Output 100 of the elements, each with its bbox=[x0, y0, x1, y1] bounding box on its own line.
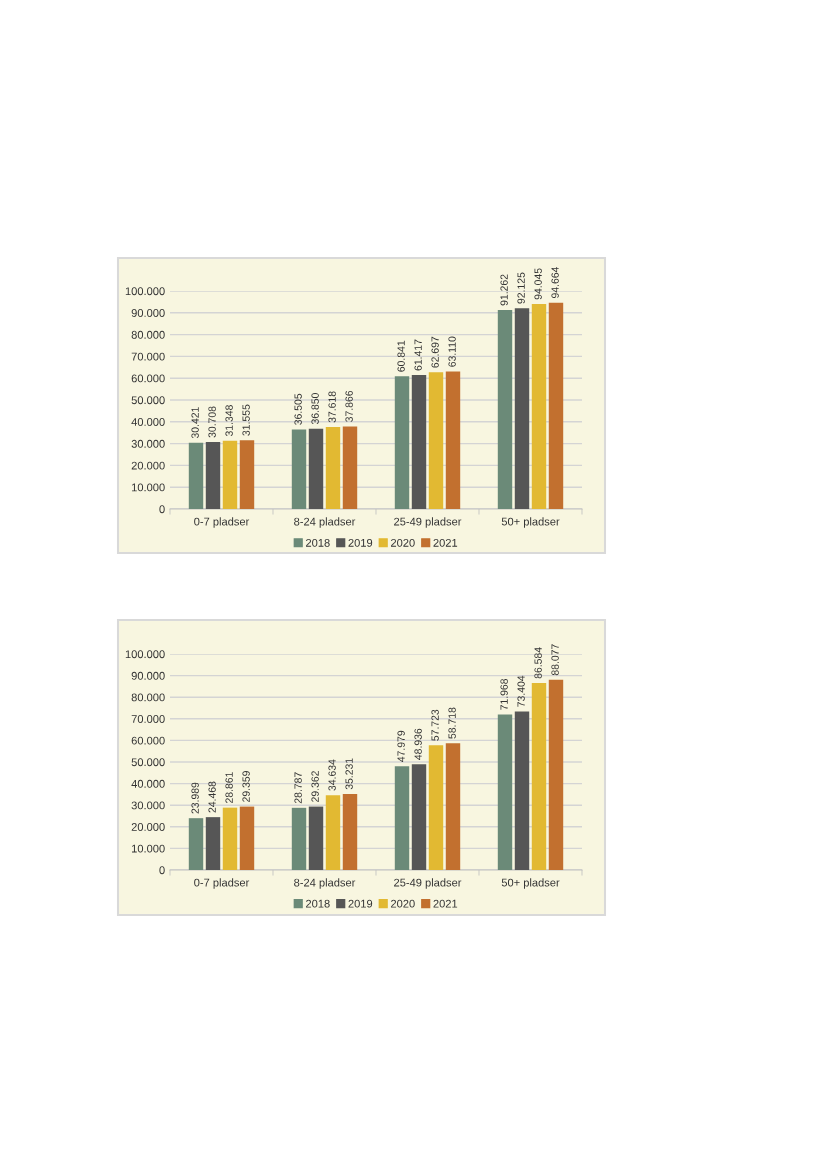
y-tick-label: 40.000 bbox=[131, 779, 165, 788]
data-label: 37.618 bbox=[328, 391, 336, 423]
bar bbox=[514, 308, 530, 509]
y-tick-label: 20.000 bbox=[131, 461, 165, 470]
bar bbox=[222, 807, 238, 870]
data-label: 48.936 bbox=[414, 728, 422, 760]
data-label: 88.077 bbox=[551, 644, 559, 676]
data-label: 73.404 bbox=[517, 675, 525, 707]
data-label: 91.262 bbox=[500, 274, 508, 306]
bar bbox=[428, 372, 444, 509]
bar bbox=[308, 806, 324, 870]
bar bbox=[291, 429, 307, 509]
y-tick-label: 70.000 bbox=[131, 352, 165, 361]
bar bbox=[411, 764, 427, 870]
data-label: 28.787 bbox=[294, 772, 302, 804]
x-tick-label: 25-49 pladser bbox=[394, 517, 462, 528]
y-tick-label: 100.000 bbox=[125, 287, 165, 296]
bar bbox=[342, 793, 358, 870]
data-label: 58.718 bbox=[448, 707, 456, 739]
bar bbox=[497, 310, 513, 509]
bar bbox=[445, 371, 461, 509]
x-tick-label: 8-24 pladser bbox=[294, 878, 356, 889]
data-label: 36.850 bbox=[311, 393, 319, 425]
y-tick-label: 20.000 bbox=[131, 823, 165, 831]
bar bbox=[548, 679, 564, 870]
y-tick-label: 50.000 bbox=[131, 758, 165, 767]
data-label: 94.045 bbox=[534, 268, 542, 300]
bar bbox=[205, 817, 221, 870]
bar bbox=[222, 440, 238, 509]
bar bbox=[548, 302, 564, 509]
bar bbox=[394, 376, 410, 509]
data-label: 28.861 bbox=[225, 772, 233, 803]
data-label: 29.362 bbox=[311, 771, 319, 802]
data-label: 60.841 bbox=[397, 340, 405, 372]
bar bbox=[205, 442, 221, 509]
bar bbox=[531, 682, 547, 870]
bar bbox=[497, 714, 513, 870]
data-label: 30.708 bbox=[208, 406, 216, 438]
bar bbox=[445, 743, 461, 870]
bar bbox=[394, 766, 410, 870]
x-tick-label: 8-24 pladser bbox=[294, 517, 356, 528]
bar bbox=[188, 442, 204, 509]
data-label: 63.110 bbox=[448, 336, 456, 367]
y-tick-label: 80.000 bbox=[131, 693, 165, 702]
bar bbox=[325, 795, 341, 870]
legend-label: 2020 bbox=[391, 899, 415, 908]
data-label: 37.866 bbox=[345, 390, 353, 422]
x-tick-label: 50+ pladser bbox=[501, 517, 560, 528]
legend-label: 2019 bbox=[348, 899, 373, 908]
data-label: 34.634 bbox=[328, 759, 336, 791]
data-label: 57.723 bbox=[431, 709, 439, 741]
data-label: 92.125 bbox=[517, 272, 525, 304]
data-label: 24.468 bbox=[208, 781, 216, 813]
bar bbox=[188, 818, 204, 870]
bar bbox=[411, 375, 427, 509]
data-label: 86.584 bbox=[534, 647, 542, 679]
data-label: 31.348 bbox=[225, 405, 233, 437]
y-tick-label: 100.000 bbox=[125, 650, 165, 659]
y-tick-label: 0 bbox=[159, 866, 165, 875]
y-tick-label: 60.000 bbox=[131, 736, 165, 745]
y-tick-label: 10.000 bbox=[132, 483, 165, 492]
bar bbox=[428, 745, 444, 870]
legend-label: 2020 bbox=[391, 538, 415, 547]
bar bbox=[531, 303, 547, 509]
bar bbox=[308, 428, 324, 509]
data-label: 30.421 bbox=[191, 407, 199, 439]
y-tick-label: 80.000 bbox=[131, 330, 165, 339]
y-tick-label: 70.000 bbox=[131, 715, 165, 723]
y-tick-label: 90.000 bbox=[131, 309, 165, 317]
data-label: 23.989 bbox=[191, 782, 199, 814]
data-label: 62.697 bbox=[431, 336, 439, 368]
bar bbox=[239, 806, 255, 870]
bar bbox=[342, 426, 358, 509]
y-tick-label: 10.000 bbox=[132, 844, 165, 853]
y-tick-label: 60.000 bbox=[131, 374, 165, 383]
bar bbox=[239, 440, 255, 509]
y-tick-label: 0 bbox=[159, 505, 165, 514]
legend-label: 2018 bbox=[306, 538, 330, 547]
bar bbox=[514, 711, 530, 870]
data-label: 47.979 bbox=[397, 730, 405, 762]
y-tick-label: 50.000 bbox=[131, 396, 165, 405]
data-label: 29.359 bbox=[242, 771, 250, 802]
x-tick-label: 25-49 pladser bbox=[394, 878, 462, 889]
y-tick-label: 30.000 bbox=[131, 439, 165, 448]
data-label: 61.417 bbox=[414, 339, 422, 371]
legend-label: 2018 bbox=[306, 899, 330, 908]
y-tick-label: 90.000 bbox=[131, 671, 165, 680]
data-label: 31.555 bbox=[242, 404, 250, 436]
legend-label: 2019 bbox=[348, 538, 373, 547]
data-label: 35.231 bbox=[345, 758, 353, 790]
data-label: 36.505 bbox=[294, 393, 302, 425]
y-tick-label: 30.000 bbox=[131, 801, 165, 810]
bar bbox=[291, 807, 307, 870]
y-tick-label: 40.000 bbox=[131, 418, 165, 426]
data-label: 94.664 bbox=[551, 266, 559, 298]
legend-label: 2021 bbox=[433, 899, 458, 908]
legend-label: 2021 bbox=[433, 538, 458, 547]
x-tick-label: 0-7 pladser bbox=[194, 878, 250, 889]
x-tick-label: 50+ pladser bbox=[501, 878, 560, 889]
bar bbox=[325, 426, 341, 509]
